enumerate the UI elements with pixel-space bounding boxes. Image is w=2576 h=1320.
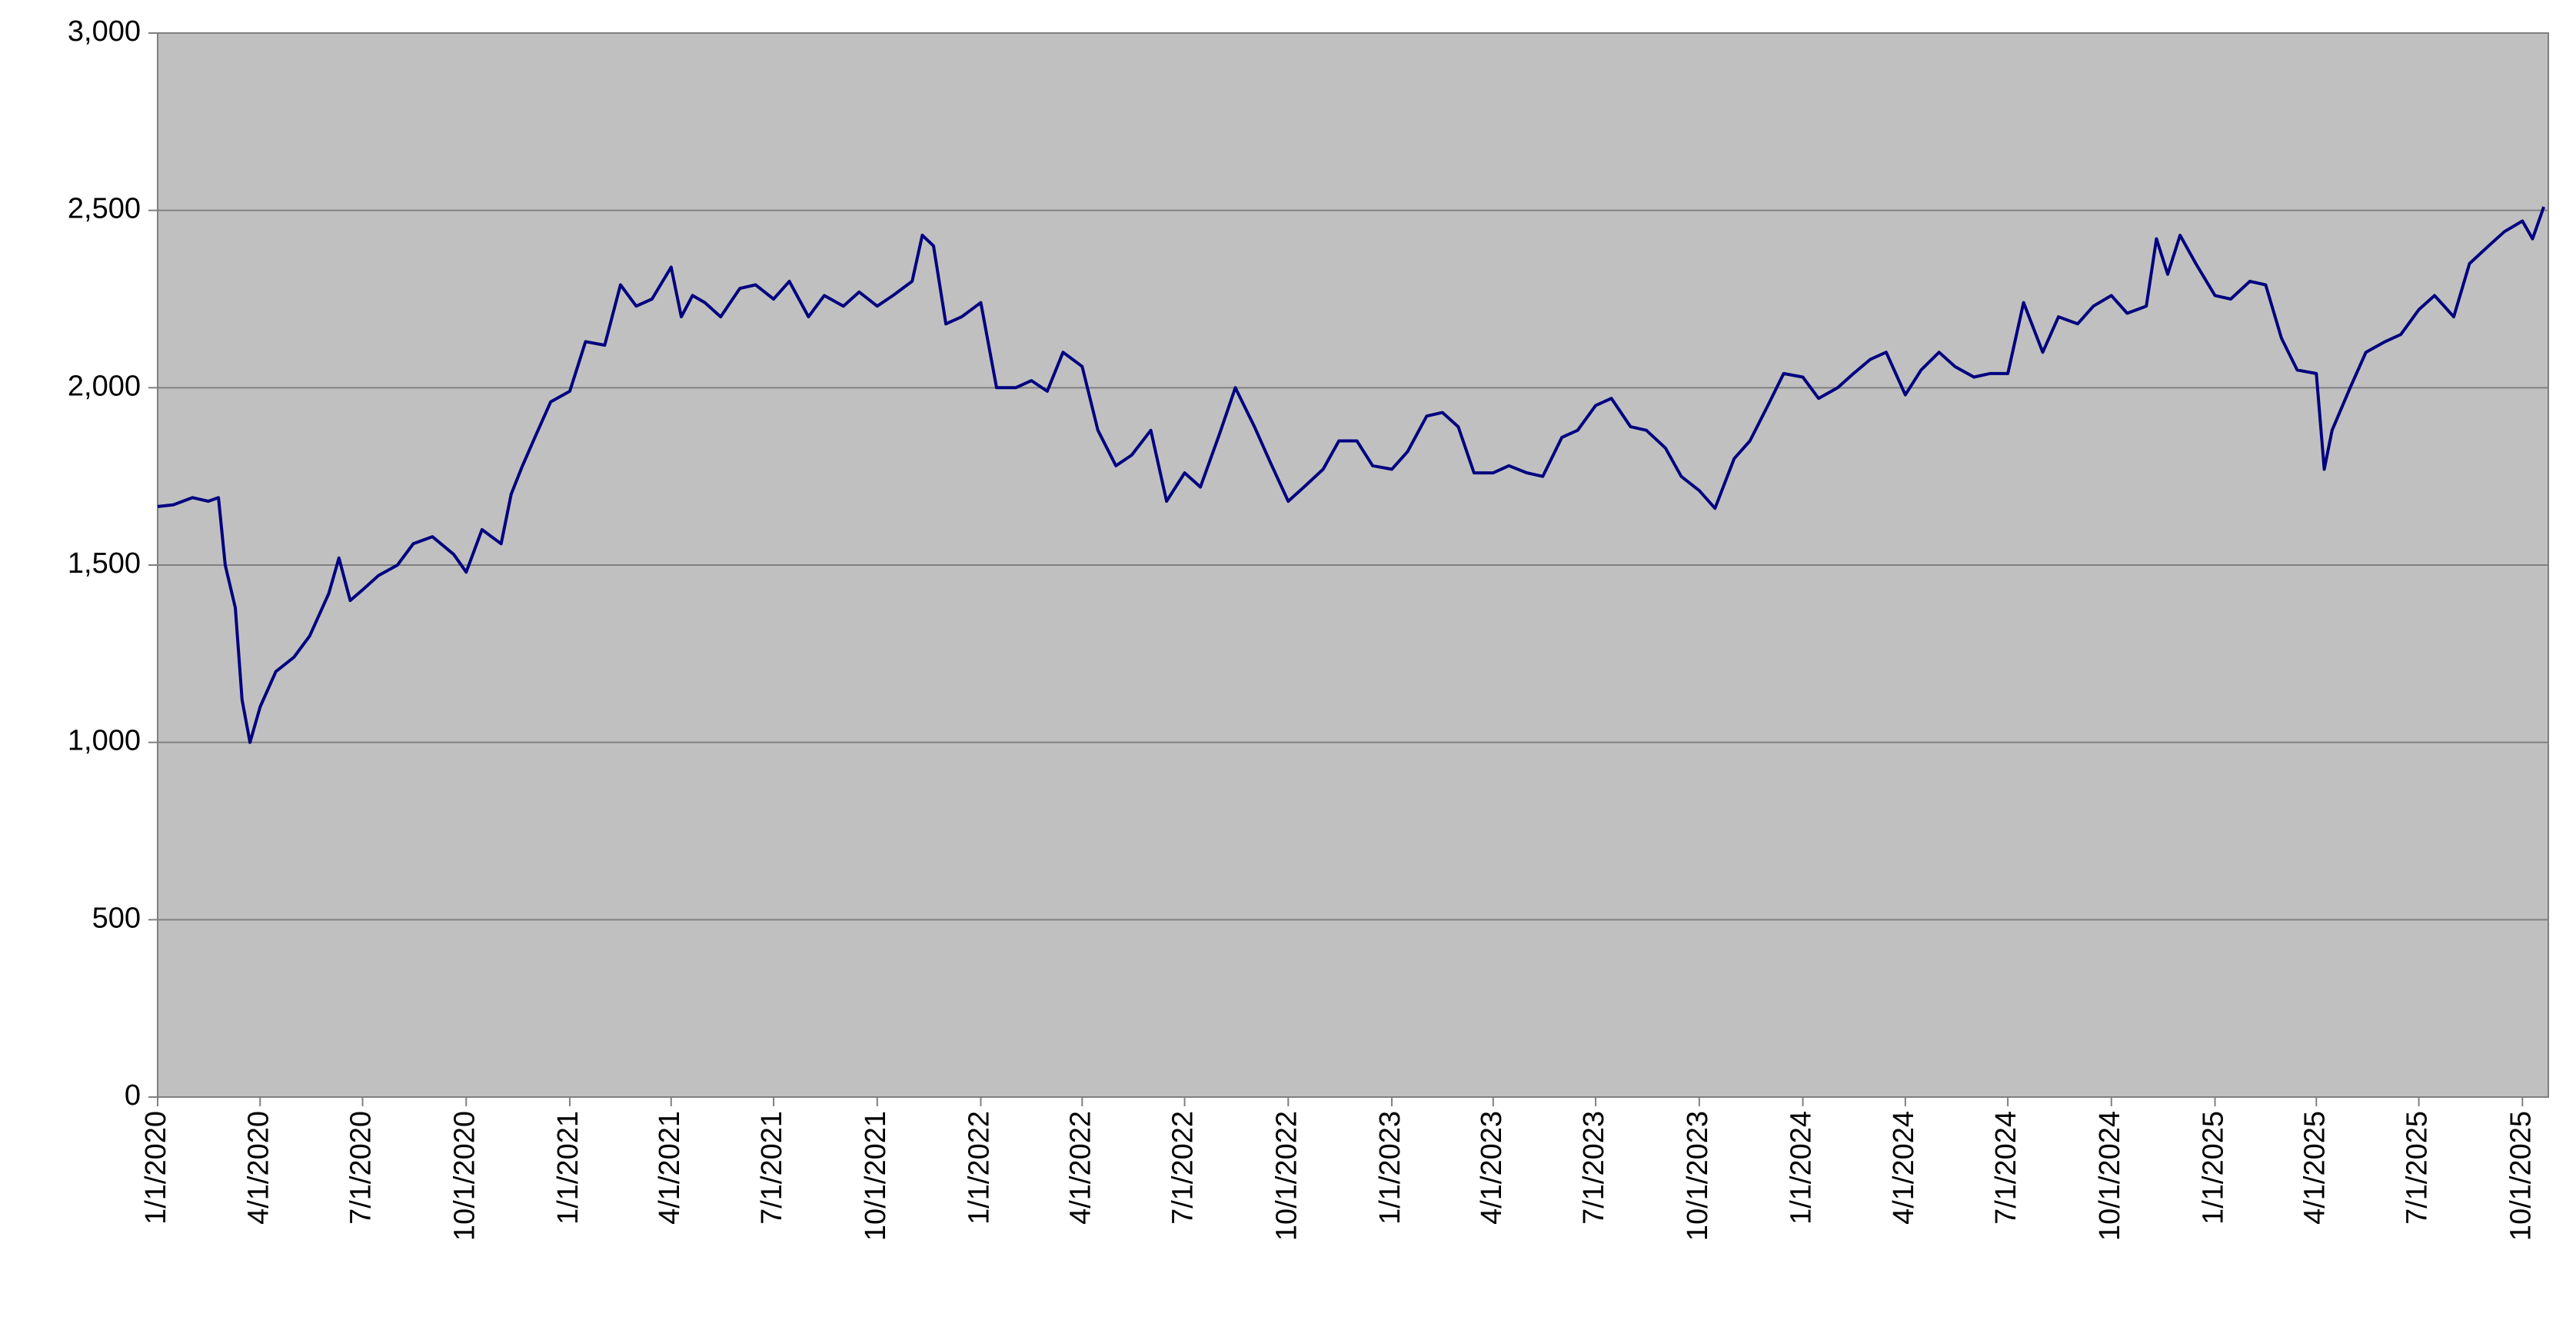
x-tick-label: 1/1/2024 [1786, 1111, 1818, 1225]
x-tick-label: 4/1/2023 [1476, 1111, 1508, 1225]
x-tick-label: 7/1/2022 [1167, 1111, 1200, 1225]
x-tick-label: 10/1/2022 [1270, 1111, 1303, 1241]
y-tick-label: 2,500 [68, 193, 141, 225]
y-tick-label: 500 [92, 902, 141, 934]
x-tick-label: 4/1/2022 [1064, 1111, 1097, 1225]
x-tick-label: 10/1/2020 [448, 1111, 481, 1241]
x-tick-label: 10/1/2021 [860, 1111, 892, 1241]
x-tick-label: 1/1/2020 [140, 1111, 172, 1225]
plot-border [157, 32, 2549, 1098]
x-tick-label: 1/1/2025 [2198, 1111, 2230, 1225]
y-tick-label: 2,000 [68, 370, 141, 402]
x-tick-label: 7/1/2024 [1990, 1111, 2022, 1225]
x-tick-label: 10/1/2024 [2094, 1111, 2126, 1241]
x-tick-label: 7/1/2025 [2401, 1111, 2434, 1225]
x-tick-label: 7/1/2023 [1578, 1111, 1610, 1225]
x-tick-label: 4/1/2024 [1888, 1111, 1920, 1225]
data-line [157, 206, 2545, 744]
y-tick-label: 3,000 [68, 15, 141, 48]
y-tick-label: 0 [125, 1079, 141, 1112]
x-tick-label: 4/1/2020 [242, 1111, 275, 1225]
x-tick-label: 4/1/2025 [2298, 1111, 2331, 1225]
x-tick-label: 10/1/2025 [2504, 1111, 2537, 1241]
x-tick-label: 1/1/2022 [964, 1111, 996, 1225]
y-tick-label: 1,500 [68, 547, 141, 580]
x-tick-label: 1/1/2021 [552, 1111, 584, 1225]
x-tick-label: 1/1/2023 [1374, 1111, 1406, 1225]
x-tick-label: 10/1/2023 [1682, 1111, 1714, 1241]
x-tick-label: 7/1/2020 [345, 1111, 378, 1225]
x-tick-label: 7/1/2021 [756, 1111, 788, 1225]
y-tick-label: 1,000 [68, 725, 141, 757]
x-tick-label: 4/1/2021 [654, 1111, 686, 1225]
